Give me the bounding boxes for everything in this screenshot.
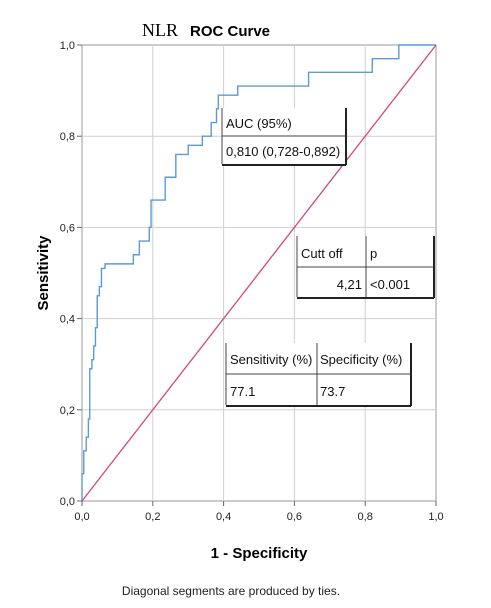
x-tick-label: 0,6 [287, 511, 302, 523]
auc-header: AUC (95%) [226, 116, 292, 131]
y-tick-label: 0,2 [60, 405, 75, 417]
x-tick-label: 1,0 [428, 511, 443, 523]
y-tick-label: 0,6 [60, 222, 75, 234]
sensitivity-value: 77.1 [230, 384, 255, 399]
specificity-header: Specificity (%) [320, 352, 402, 367]
auc-value: 0,810 (0,728-0,892) [226, 144, 340, 159]
roc-curve-line [81, 44, 436, 501]
reference-diagonal-line [81, 44, 437, 502]
x-axis-title: 1 - Specificity [211, 545, 308, 562]
cutoff-table: Cutt off p 4,21 <0.001 [296, 236, 435, 299]
y-tick-label: 1,0 [60, 40, 75, 52]
p-value: <0.001 [370, 277, 410, 292]
x-tick-label: 0,4 [216, 511, 231, 523]
y-tick-label: 0,0 [60, 496, 75, 508]
tick-layer: 0,0 0,2 0,4 0,6 0,8 1,0 0,0 0,2 0,4 0,6 0,8 1,0 [60, 40, 444, 523]
y-axis-title: Sensitivity [35, 235, 52, 311]
chart-title: ROC Curve [190, 23, 270, 40]
y-tick-label: 0,4 [60, 314, 75, 326]
series-layer [81, 44, 437, 502]
sens-spec-table: Sensitivity (%) Specificity (%) 77.1 73.… [225, 343, 412, 407]
x-tick-label: 0,2 [145, 511, 160, 523]
specificity-value: 73.7 [320, 384, 345, 399]
sensitivity-header: Sensitivity (%) [230, 352, 312, 367]
y-tick-label: 0,8 [60, 131, 75, 143]
auc-table: AUC (95%) 0,810 (0,728-0,892) [221, 108, 347, 166]
x-tick-label: 0,8 [358, 511, 373, 523]
chart-title-prefix: NLR [142, 20, 178, 40]
p-header: p [370, 246, 377, 261]
footnote: Diagonal segments are produced by ties. [122, 584, 340, 598]
cutoff-value: 4,21 [337, 277, 362, 292]
x-tick-label: 0,0 [74, 511, 89, 523]
cutoff-header: Cutt off [301, 246, 343, 261]
